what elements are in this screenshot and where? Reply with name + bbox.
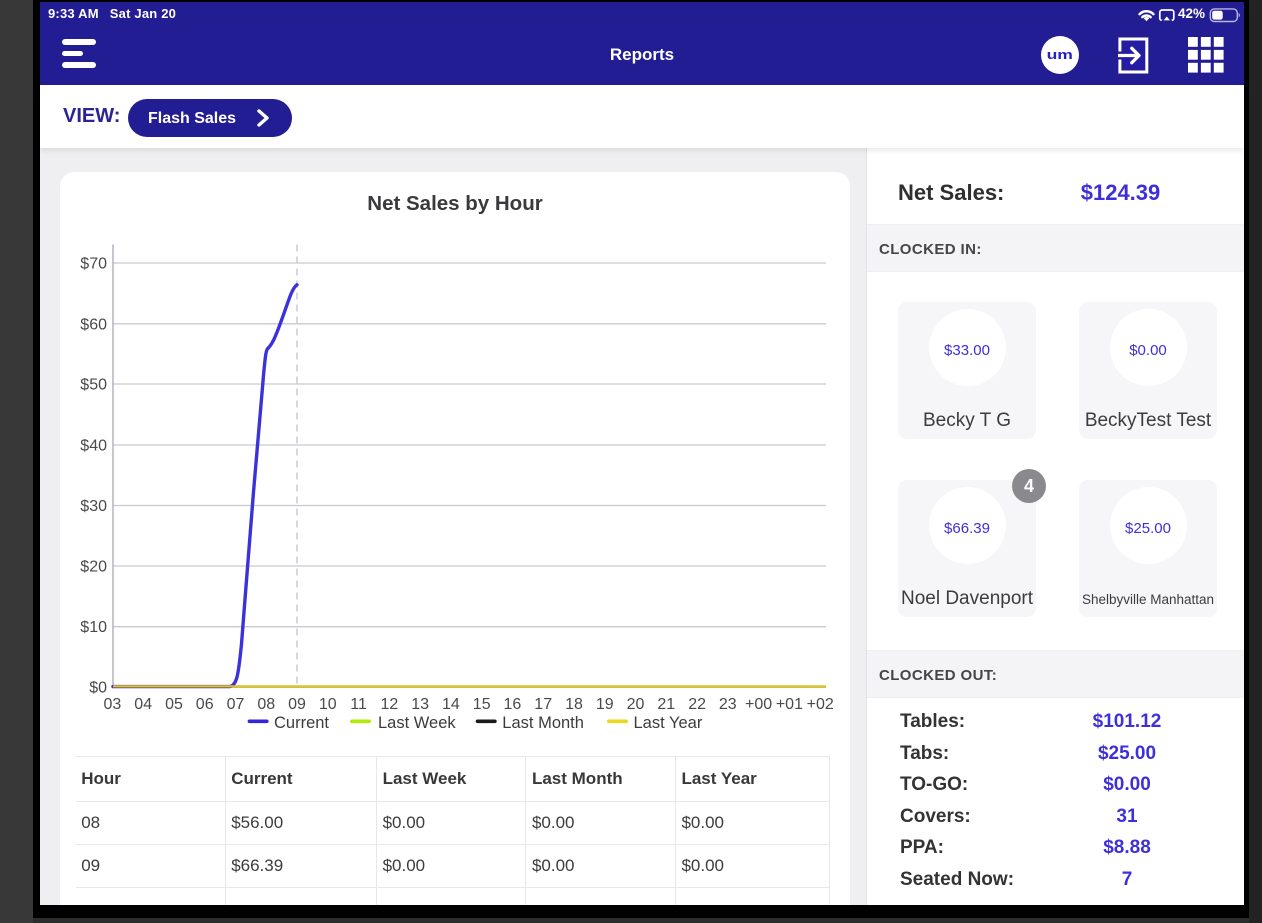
svg-text:$20: $20 — [80, 559, 107, 576]
svg-text:$0: $0 — [89, 680, 107, 697]
svg-text:18: 18 — [565, 696, 583, 713]
svg-text:17: 17 — [534, 696, 552, 713]
svg-text:19: 19 — [596, 696, 614, 713]
svg-text:+01: +01 — [776, 696, 803, 713]
svg-text:20: 20 — [627, 696, 645, 713]
svg-text:06: 06 — [196, 696, 214, 713]
svg-text:+02: +02 — [807, 696, 834, 713]
svg-text:05: 05 — [165, 696, 183, 713]
svg-text:$60: $60 — [80, 316, 107, 333]
svg-text:+00: +00 — [745, 696, 772, 713]
svg-text:$10: $10 — [80, 619, 107, 636]
svg-text:09: 09 — [288, 696, 306, 713]
svg-text:15: 15 — [473, 696, 491, 713]
svg-text:21: 21 — [657, 696, 675, 713]
svg-text:$70: $70 — [80, 256, 107, 273]
svg-text:12: 12 — [381, 696, 399, 713]
svg-text:Last Year: Last Year — [634, 714, 703, 732]
svg-text:11: 11 — [350, 696, 367, 713]
svg-text:04: 04 — [134, 696, 152, 713]
svg-text:Last Week: Last Week — [378, 714, 456, 732]
svg-text:$40: $40 — [80, 438, 107, 455]
svg-text:07: 07 — [227, 696, 245, 713]
svg-text:16: 16 — [504, 696, 522, 713]
svg-text:13: 13 — [411, 696, 429, 713]
svg-text:03: 03 — [104, 696, 122, 713]
svg-text:22: 22 — [688, 696, 706, 713]
svg-text:$50: $50 — [80, 377, 107, 394]
svg-text:14: 14 — [442, 696, 460, 713]
svg-text:Last Month: Last Month — [502, 714, 584, 732]
svg-text:08: 08 — [257, 696, 275, 713]
svg-text:Current: Current — [274, 714, 329, 732]
svg-text:23: 23 — [719, 696, 737, 713]
svg-text:$30: $30 — [80, 498, 107, 515]
svg-text:10: 10 — [319, 696, 337, 713]
